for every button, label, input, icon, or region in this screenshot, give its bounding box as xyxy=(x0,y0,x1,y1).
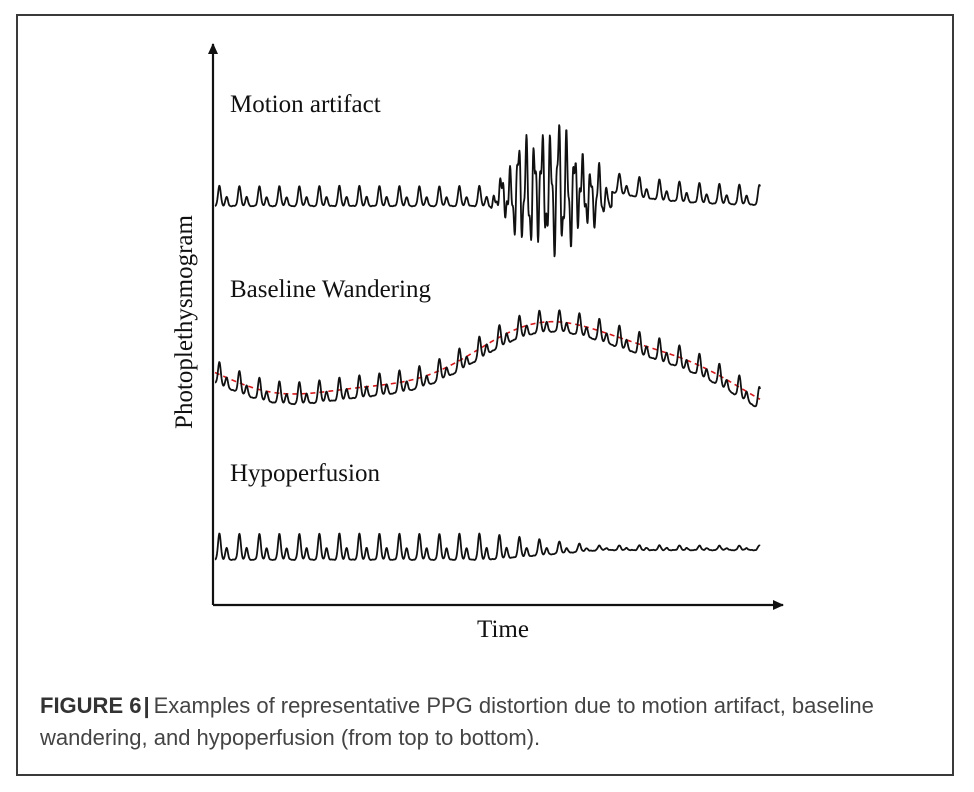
baseline-trend-line xyxy=(214,320,761,400)
baseline-wandering-trace xyxy=(214,309,761,408)
trace-label-hypoperfusion: Hypoperfusion xyxy=(230,460,380,487)
motion-artifact-trace xyxy=(214,124,761,258)
y-axis-label: Photoplethysmogram xyxy=(171,215,198,429)
trace-label-motion-artifact: Motion artifact xyxy=(230,91,381,118)
figure-frame xyxy=(16,14,954,776)
caption-text: Examples of representative PPG distortio… xyxy=(40,693,874,750)
trace-label-baseline-wandering: Baseline Wandering xyxy=(230,276,431,303)
hypoperfusion-trace xyxy=(214,532,761,561)
figure-number: FIGURE 6 xyxy=(40,693,142,718)
caption-separator: | xyxy=(143,693,150,718)
figure-caption: FIGURE 6| Examples of representative PPG … xyxy=(40,690,940,754)
x-axis-label: Time xyxy=(477,616,529,643)
